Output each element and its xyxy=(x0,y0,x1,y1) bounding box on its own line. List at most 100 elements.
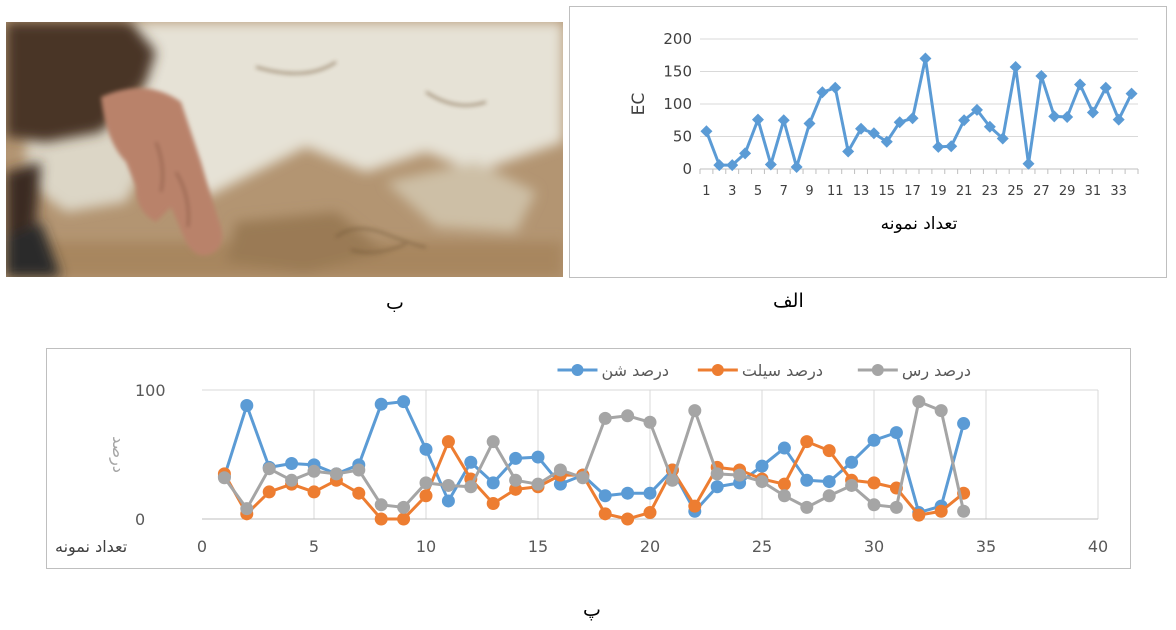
ec-ytick-label: 200 xyxy=(663,30,692,48)
grain-data-point xyxy=(553,477,567,491)
ec-ytick-label: 0 xyxy=(682,160,692,178)
grain-data-point xyxy=(419,476,433,490)
ec-xtick-label: 1 xyxy=(702,184,710,199)
grain-data-point xyxy=(934,504,948,518)
grain-data-point xyxy=(621,486,635,500)
grain-xtick-label: 25 xyxy=(752,537,772,556)
grain-legend-label: درصد رس xyxy=(902,361,971,381)
ec-xtick-label: 21 xyxy=(956,184,973,199)
grain-data-point xyxy=(845,478,859,492)
ec-data-point xyxy=(764,158,777,171)
ec-data-point xyxy=(1074,78,1087,91)
grain-ytick-label: 0 xyxy=(135,510,145,529)
grain-data-point xyxy=(867,433,881,447)
ec-data-point xyxy=(1099,81,1112,94)
ec-xtick-label: 11 xyxy=(827,184,844,199)
grain-data-point xyxy=(419,489,433,503)
grain-data-point xyxy=(509,451,523,465)
ec-data-point xyxy=(790,161,803,174)
grain-data-point xyxy=(419,442,433,456)
grain-data-point xyxy=(285,457,299,471)
ec-xtick-label: 31 xyxy=(1085,184,1102,199)
grain-data-point xyxy=(307,485,321,499)
grain-xtick-label: 40 xyxy=(1088,537,1108,556)
ec-data-point xyxy=(1022,157,1035,170)
grain-data-point xyxy=(665,473,679,487)
grain-data-point xyxy=(553,463,567,477)
grain-data-point xyxy=(867,498,881,512)
grain-data-point xyxy=(464,480,478,494)
grain-data-point xyxy=(374,397,388,411)
ec-chart-panel: 0 50 100 150 200 1 3 5 7 9 11 13 15 17 19 21 23 25 27 29 31 3… xyxy=(569,6,1167,278)
ec-ytick-label: 150 xyxy=(663,63,692,81)
grain-data-point xyxy=(441,494,455,508)
grain-data-point xyxy=(643,486,657,500)
grain-data-point xyxy=(800,500,814,514)
soil-photo xyxy=(6,22,563,277)
grain-data-point xyxy=(307,464,321,478)
ec-data-point xyxy=(893,116,906,129)
grain-data-point xyxy=(845,455,859,469)
grain-chart: 0 5 10 15 20 25 30 35 40 0 100 درصد تعداد نمونه درصد … xyxy=(55,361,1108,557)
ec-xlabel: تعداد نمونه xyxy=(881,214,958,234)
ec-series-line xyxy=(705,57,1133,169)
ec-data-point xyxy=(945,140,958,153)
grain-data-point xyxy=(912,508,926,522)
grain-data-point xyxy=(240,502,254,516)
photo-caption: ب xyxy=(386,292,404,314)
grain-data-point xyxy=(486,435,500,449)
ec-data-point xyxy=(829,81,842,94)
grain-data-point xyxy=(352,486,366,500)
grain-data-point xyxy=(934,404,948,418)
grain-data-point xyxy=(889,426,903,440)
grain-data-point xyxy=(217,471,231,485)
grain-xtick-label: 15 xyxy=(528,537,548,556)
grain-data-point xyxy=(889,500,903,514)
grain-data-point xyxy=(531,450,545,464)
ec-data-point xyxy=(1125,87,1138,100)
grain-data-point xyxy=(397,395,411,409)
ec-data-point xyxy=(842,145,855,158)
grain-legend-label: درصد شن xyxy=(601,361,669,381)
ec-xtick-label: 29 xyxy=(1059,184,1076,199)
ec-data-point xyxy=(713,159,726,172)
ec-xtick-label: 17 xyxy=(904,184,921,199)
ec-data-point xyxy=(726,159,739,172)
grain-data-point xyxy=(867,476,881,490)
grain-data-point xyxy=(262,462,276,476)
ec-data-point xyxy=(855,122,868,135)
grain-legend-label: درصد سیلت xyxy=(742,361,823,381)
grain-data-point xyxy=(822,475,836,489)
ec-data-point xyxy=(867,127,880,140)
grain-data-point xyxy=(531,477,545,491)
ec-ytick-label: 50 xyxy=(673,128,692,146)
ec-xtick-label: 7 xyxy=(780,184,788,199)
grain-data-point xyxy=(486,476,500,490)
grain-series-line xyxy=(222,400,966,515)
grain-data-point xyxy=(755,475,769,489)
ec-data-point xyxy=(1061,111,1074,123)
ec-data-point xyxy=(996,132,1009,145)
grain-data-point xyxy=(262,485,276,499)
grain-data-point xyxy=(777,477,791,491)
grain-data-point xyxy=(464,455,478,469)
grain-data-point xyxy=(643,415,657,429)
ec-xtick-label: 5 xyxy=(754,184,762,199)
grain-series-line xyxy=(223,440,965,521)
grain-series-line xyxy=(223,400,966,512)
grain-data-point xyxy=(621,409,635,423)
grain-data-point xyxy=(329,467,343,481)
grain-data-point xyxy=(441,478,455,492)
grain-data-point xyxy=(643,506,657,520)
ec-data-point xyxy=(1035,70,1048,83)
grain-data-point xyxy=(374,498,388,512)
grain-data-point xyxy=(957,504,971,518)
grain-data-point xyxy=(397,500,411,514)
grain-data-point xyxy=(352,463,366,477)
grain-data-point xyxy=(822,444,836,458)
grain-data-point xyxy=(374,512,388,526)
grain-data-point xyxy=(576,471,590,485)
grain-data-point xyxy=(957,417,971,431)
grain-data-point xyxy=(710,480,724,494)
